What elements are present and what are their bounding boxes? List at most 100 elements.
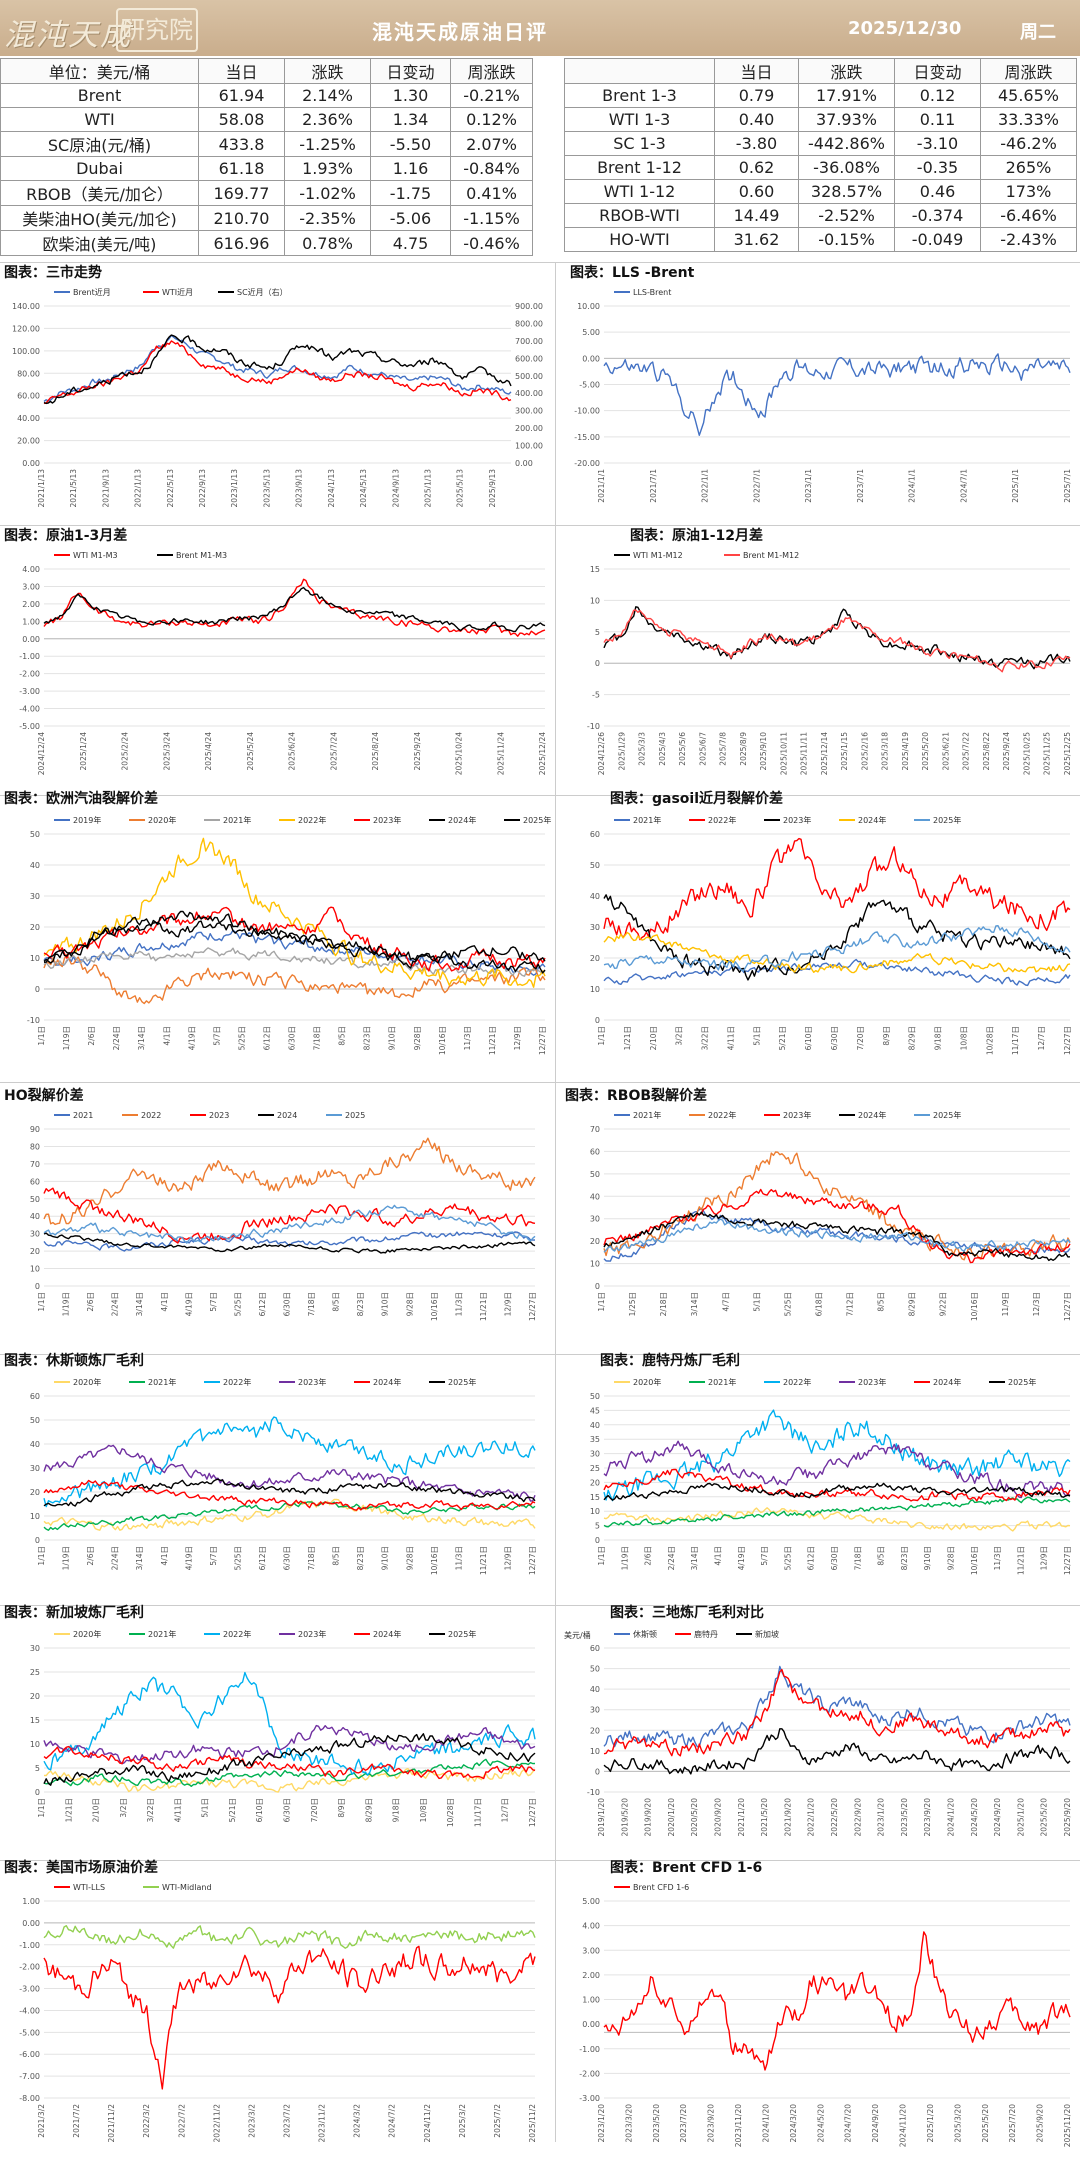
x-tick-label: 1/1日 <box>597 1292 606 1312</box>
x-tick-label: 8/29日 <box>908 1026 917 1050</box>
y-tick-label: -4.00 <box>19 2006 40 2015</box>
x-tick-label: 2/6日 <box>86 1546 95 1566</box>
x-tick-label: 5/25日 <box>783 1546 792 1570</box>
y-tick-label: 40 <box>590 1421 600 1430</box>
x-tick-label: 2024/12/26 <box>597 732 606 775</box>
x-tick-label: 2024/3/2 <box>353 2104 362 2138</box>
y-tick-label: 10 <box>30 1265 40 1274</box>
x-tick-label: 1/19日 <box>62 1292 71 1316</box>
y2-tick-label: 400.00 <box>515 389 543 398</box>
y-tick-label: 20 <box>590 1237 600 1246</box>
gasoil-crack-chart: 0 10 20 30 40 50 60 1/1日 1/21日 2/10日 3/2日 3/22日 4/11… <box>560 808 1080 1082</box>
legend-label: SC近月（右） <box>237 287 288 297</box>
x-tick-label: 1/25日 <box>628 1292 637 1316</box>
legend-label: 2022年 <box>783 1377 811 1387</box>
legend-label: 2023年 <box>783 1110 811 1120</box>
y-tick-label: 70 <box>30 1160 40 1169</box>
x-tick-label: 2023/11/20 <box>734 2104 743 2147</box>
table-cell: -1.15% <box>450 205 533 231</box>
x-tick-label: 2025/1/13 <box>423 469 432 508</box>
y-tick-label: 120.00 <box>12 324 40 333</box>
x-tick-label: 2025/10/24 <box>455 732 464 775</box>
x-tick-label: 1/1日 <box>597 1546 606 1566</box>
table-cell: -5.50 <box>370 131 451 157</box>
price-table-body: Brent 61.94 2.14% 1.30 -0.21% WTI 58.08 2.36% 1.… <box>0 83 533 256</box>
table-cell: 173% <box>980 179 1077 204</box>
table-cell: 2.14% <box>284 83 371 108</box>
x-tick-label: 11/21日 <box>1016 1546 1025 1575</box>
x-tick-label: 10/16日 <box>430 1546 439 1575</box>
spread-table-header: 当日 涨跌 日变动 周涨跌 <box>564 58 1077 84</box>
x-tick-label: 6/12日 <box>262 1026 271 1050</box>
y-tick-label: 0 <box>35 1282 40 1291</box>
x-tick-label: 1/19日 <box>62 1546 71 1570</box>
legend-label: 2025年 <box>523 815 551 825</box>
x-tick-label: 2021/5/20 <box>760 1798 769 1837</box>
x-tick-label: 2024/1/20 <box>947 1798 956 1837</box>
y-tick-label: 50 <box>590 1665 600 1674</box>
x-tick-label: 2024/5/13 <box>359 469 368 508</box>
x-tick-label: 5/25日 <box>783 1292 792 1316</box>
column-header: 单位：美元/桶 <box>0 58 199 84</box>
y-tick-label: -3.00 <box>579 2094 600 2103</box>
x-tick-label: 10/28日 <box>446 1798 455 1827</box>
x-tick-label: 6/30日 <box>283 1798 292 1822</box>
y-tick-label: -7.00 <box>19 2072 40 2081</box>
x-tick-label: 2021/11/2 <box>107 2104 116 2143</box>
section-title: 图表：新加坡炼厂毛利 <box>4 1605 144 1621</box>
legend-label: 2024年 <box>373 1629 401 1639</box>
y-tick-label: 30 <box>30 1464 40 1473</box>
x-tick-label: 11/9日 <box>1001 1292 1010 1316</box>
y2-tick-label: 700.00 <box>515 337 543 346</box>
x-tick-label: 2/6日 <box>86 1292 95 1312</box>
x-tick-label: 6/30日 <box>830 1546 839 1570</box>
x-tick-label: 1/1日 <box>37 1292 46 1312</box>
x-tick-label: 6/30日 <box>283 1546 292 1570</box>
x-tick-label: 2025/3/24 <box>162 732 171 771</box>
x-tick-label: 2024/1/13 <box>327 469 336 508</box>
table-cell: -0.21% <box>450 83 533 108</box>
series-line <box>43 1671 536 1776</box>
x-tick-label: 2025/9/20 <box>1036 2104 1045 2143</box>
x-tick-label: 1/21日 <box>64 1798 73 1822</box>
x-tick-label: 10/8日 <box>959 1026 968 1050</box>
x-tick-label: 10/8日 <box>419 1798 428 1822</box>
legend-label: 2024年 <box>858 815 886 825</box>
divider <box>0 525 1080 526</box>
divider <box>0 1860 1080 1861</box>
series-line <box>43 1204 536 1244</box>
y-tick-label: 30 <box>30 1230 40 1239</box>
x-tick-label: 2022/9/20 <box>853 1798 862 1837</box>
table-cell: -1.02% <box>284 180 371 206</box>
x-tick-label: 2025/1/15 <box>840 732 849 771</box>
x-tick-label: 3/14日 <box>690 1292 699 1316</box>
x-tick-label: 3/22日 <box>701 1026 710 1050</box>
y-tick-label: 5 <box>35 1764 40 1773</box>
chart-svg: -10 0 10 20 30 40 50 60 2019/1/20 2019/5/20 2019/9… <box>564 1629 1072 1837</box>
x-tick-label: 9/28日 <box>947 1546 956 1570</box>
us-crude-spread-chart: -8.00 -7.00 -6.00 -5.00 -4.00 -3.00 -2.00 -1.00… <box>0 1875 545 2160</box>
x-tick-label: 2025/4/3 <box>658 732 667 766</box>
legend-label: 2021年 <box>633 815 661 825</box>
x-tick-label: 8/23日 <box>356 1292 365 1316</box>
x-tick-label: 11/3日 <box>463 1026 472 1050</box>
x-tick-label: 2023/7/2 <box>283 2104 292 2138</box>
table-cell: 4.75 <box>370 230 451 256</box>
y-tick-label: 15 <box>30 1716 40 1725</box>
x-tick-label: 6/30日 <box>830 1026 839 1050</box>
x-tick-label: 2025/6/24 <box>288 732 297 771</box>
table-cell: 0.46 <box>894 179 981 204</box>
x-tick-label: 5/7日 <box>209 1546 218 1566</box>
table-row: SC 1-3 -3.80 -442.86% -3.10 -46.2% <box>564 131 1077 156</box>
series-line <box>603 1440 1071 1499</box>
x-tick-label: 1/19日 <box>620 1546 629 1570</box>
x-tick-label: 2024/9/13 <box>391 469 400 508</box>
x-tick-label: 12/3日 <box>1032 1292 1041 1316</box>
legend-label: 2019年 <box>73 815 101 825</box>
y2-tick-label: 0.00 <box>515 459 533 468</box>
x-tick-label: 7/18日 <box>307 1546 316 1570</box>
legend-label: 2021年 <box>708 1377 736 1387</box>
x-tick-label: 11/17日 <box>1011 1026 1020 1055</box>
section-title: 图表：Brent CFD 1-6 <box>610 1860 763 1876</box>
x-tick-label: 4/7日 <box>721 1292 730 1312</box>
